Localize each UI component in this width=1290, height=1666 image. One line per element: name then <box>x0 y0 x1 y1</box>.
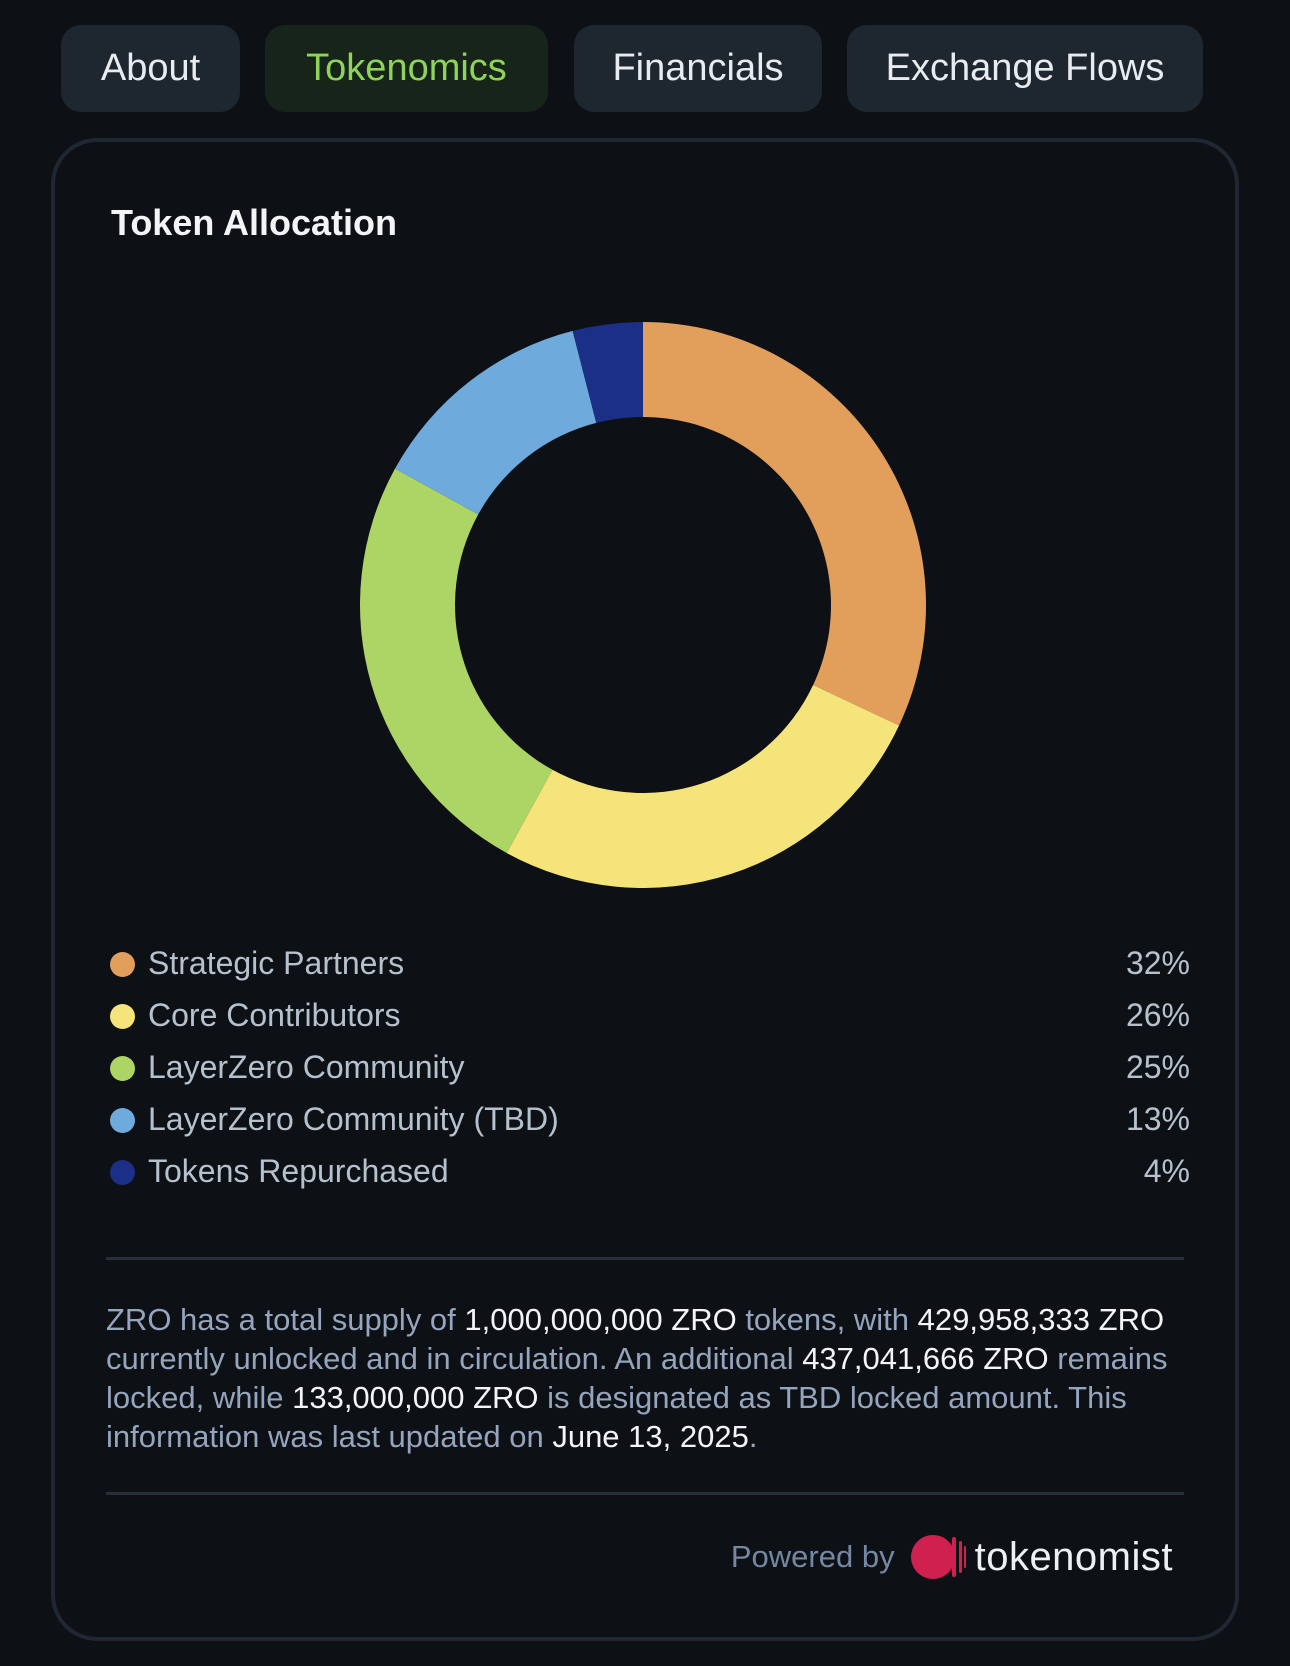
card-title: Token Allocation <box>111 202 398 243</box>
legend-label: Strategic Partners <box>148 945 405 981</box>
legend-swatch <box>110 952 135 977</box>
donut-slice-core-contributors[interactable] <box>506 685 900 889</box>
tab-financials[interactable]: Financials <box>574 25 822 112</box>
powered-by-label: Powered by <box>730 1539 895 1574</box>
legend-swatch <box>110 1056 135 1081</box>
tab-about[interactable]: About <box>61 25 240 112</box>
legend-value: 4% <box>1143 1153 1190 1189</box>
chart-legend: Strategic Partners 32% Core Contributors… <box>110 941 1190 1201</box>
total-supply-value: 1,000,000,000 ZRO <box>464 1302 737 1337</box>
legend-value: 13% <box>1125 1101 1190 1137</box>
legend-item: LayerZero Community (TBD) 13% <box>110 1097 1190 1149</box>
unlocked-value: 429,958,333 ZRO <box>917 1302 1165 1337</box>
summary-text: . <box>748 1419 758 1454</box>
summary-text: remains locked, while <box>106 1341 1168 1415</box>
locked-value: 437,041,666 ZRO <box>802 1341 1049 1376</box>
summary-text: tokens, with <box>736 1302 918 1337</box>
legend-item: LayerZero Community 25% <box>110 1045 1190 1097</box>
legend-swatch <box>110 1004 135 1029</box>
legend-swatch <box>110 1160 135 1185</box>
donut-slice-layerzero-community-tbd[interactable] <box>395 330 597 515</box>
divider <box>106 1257 1184 1260</box>
legend-value: 26% <box>1125 997 1190 1033</box>
divider <box>106 1492 1184 1495</box>
tokenomist-logo-icon <box>910 1535 966 1579</box>
legend-value: 25% <box>1125 1049 1190 1085</box>
legend-swatch <box>110 1108 135 1133</box>
powered-by[interactable]: Powered by tokenomist <box>731 1527 1173 1587</box>
tbd-locked-value: 133,000,000 ZRO <box>292 1380 539 1415</box>
brand-name: tokenomist <box>974 1534 1173 1579</box>
legend-label: Core Contributors <box>148 997 401 1033</box>
legend-label: LayerZero Community <box>148 1049 465 1085</box>
legend-item: Strategic Partners 32% <box>110 941 1190 993</box>
tab-bar: About Tokenomics Financials Exchange Flo… <box>0 25 1290 112</box>
donut-slice-layerzero-community[interactable] <box>360 468 553 853</box>
donut-chart <box>360 322 926 889</box>
last-updated-date: June 13, 2025 <box>552 1419 749 1454</box>
summary-text: is designated as TBD locked amount. This… <box>106 1380 1127 1454</box>
legend-item: Tokens Repurchased 4% <box>110 1149 1190 1201</box>
summary-text: currently unlocked and in circulation. A… <box>106 1341 803 1376</box>
legend-value: 32% <box>1125 945 1190 981</box>
donut-slice-tokens-repurchased[interactable] <box>572 322 643 423</box>
tab-tokenomics[interactable]: Tokenomics <box>265 25 548 112</box>
legend-label: Tokens Repurchased <box>148 1153 449 1189</box>
summary-text: ZRO has a total supply of <box>106 1302 465 1337</box>
tab-exchange-flows[interactable]: Exchange Flows <box>847 25 1203 112</box>
token-allocation-card: Token Allocation Strategic Partners 32% … <box>51 138 1239 1641</box>
legend-item: Core Contributors 26% <box>110 993 1190 1045</box>
donut-slice-strategic-partners[interactable] <box>643 322 926 726</box>
supply-summary: ZRO has a total supply of 1,000,000,000 … <box>106 1300 1191 1456</box>
legend-label: LayerZero Community (TBD) <box>148 1101 559 1137</box>
